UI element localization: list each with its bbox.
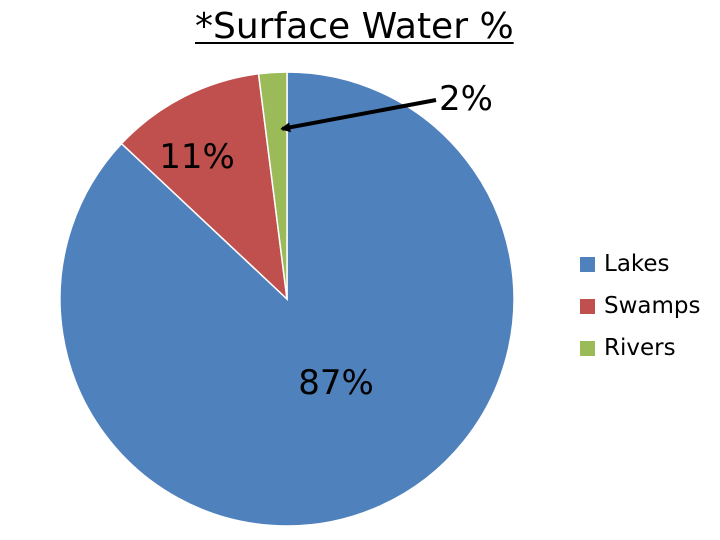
legend-label-swamps: Swamps	[604, 293, 701, 319]
legend-swatch-lakes	[580, 256, 595, 272]
legend-item-rivers: Rivers	[580, 327, 701, 369]
legend-label-lakes: Lakes	[604, 251, 670, 277]
data-label-swamps: 11%	[159, 137, 235, 177]
data-label-rivers: 2%	[439, 79, 493, 119]
legend: Lakes Swamps Rivers	[580, 243, 701, 369]
legend-swatch-rivers	[580, 340, 595, 356]
pie-slice-rivers	[257, 71, 288, 300]
data-label-lakes: 87%	[298, 363, 374, 403]
legend-item-swamps: Swamps	[580, 285, 701, 327]
chart-title: *Surface Water %	[195, 6, 514, 47]
legend-item-lakes: Lakes	[580, 243, 701, 285]
legend-label-rivers: Rivers	[604, 335, 676, 361]
rivers-annotation-arrow	[280, 98, 437, 133]
pie-slice-swamps	[120, 72, 289, 301]
legend-swatch-swamps	[580, 298, 595, 314]
